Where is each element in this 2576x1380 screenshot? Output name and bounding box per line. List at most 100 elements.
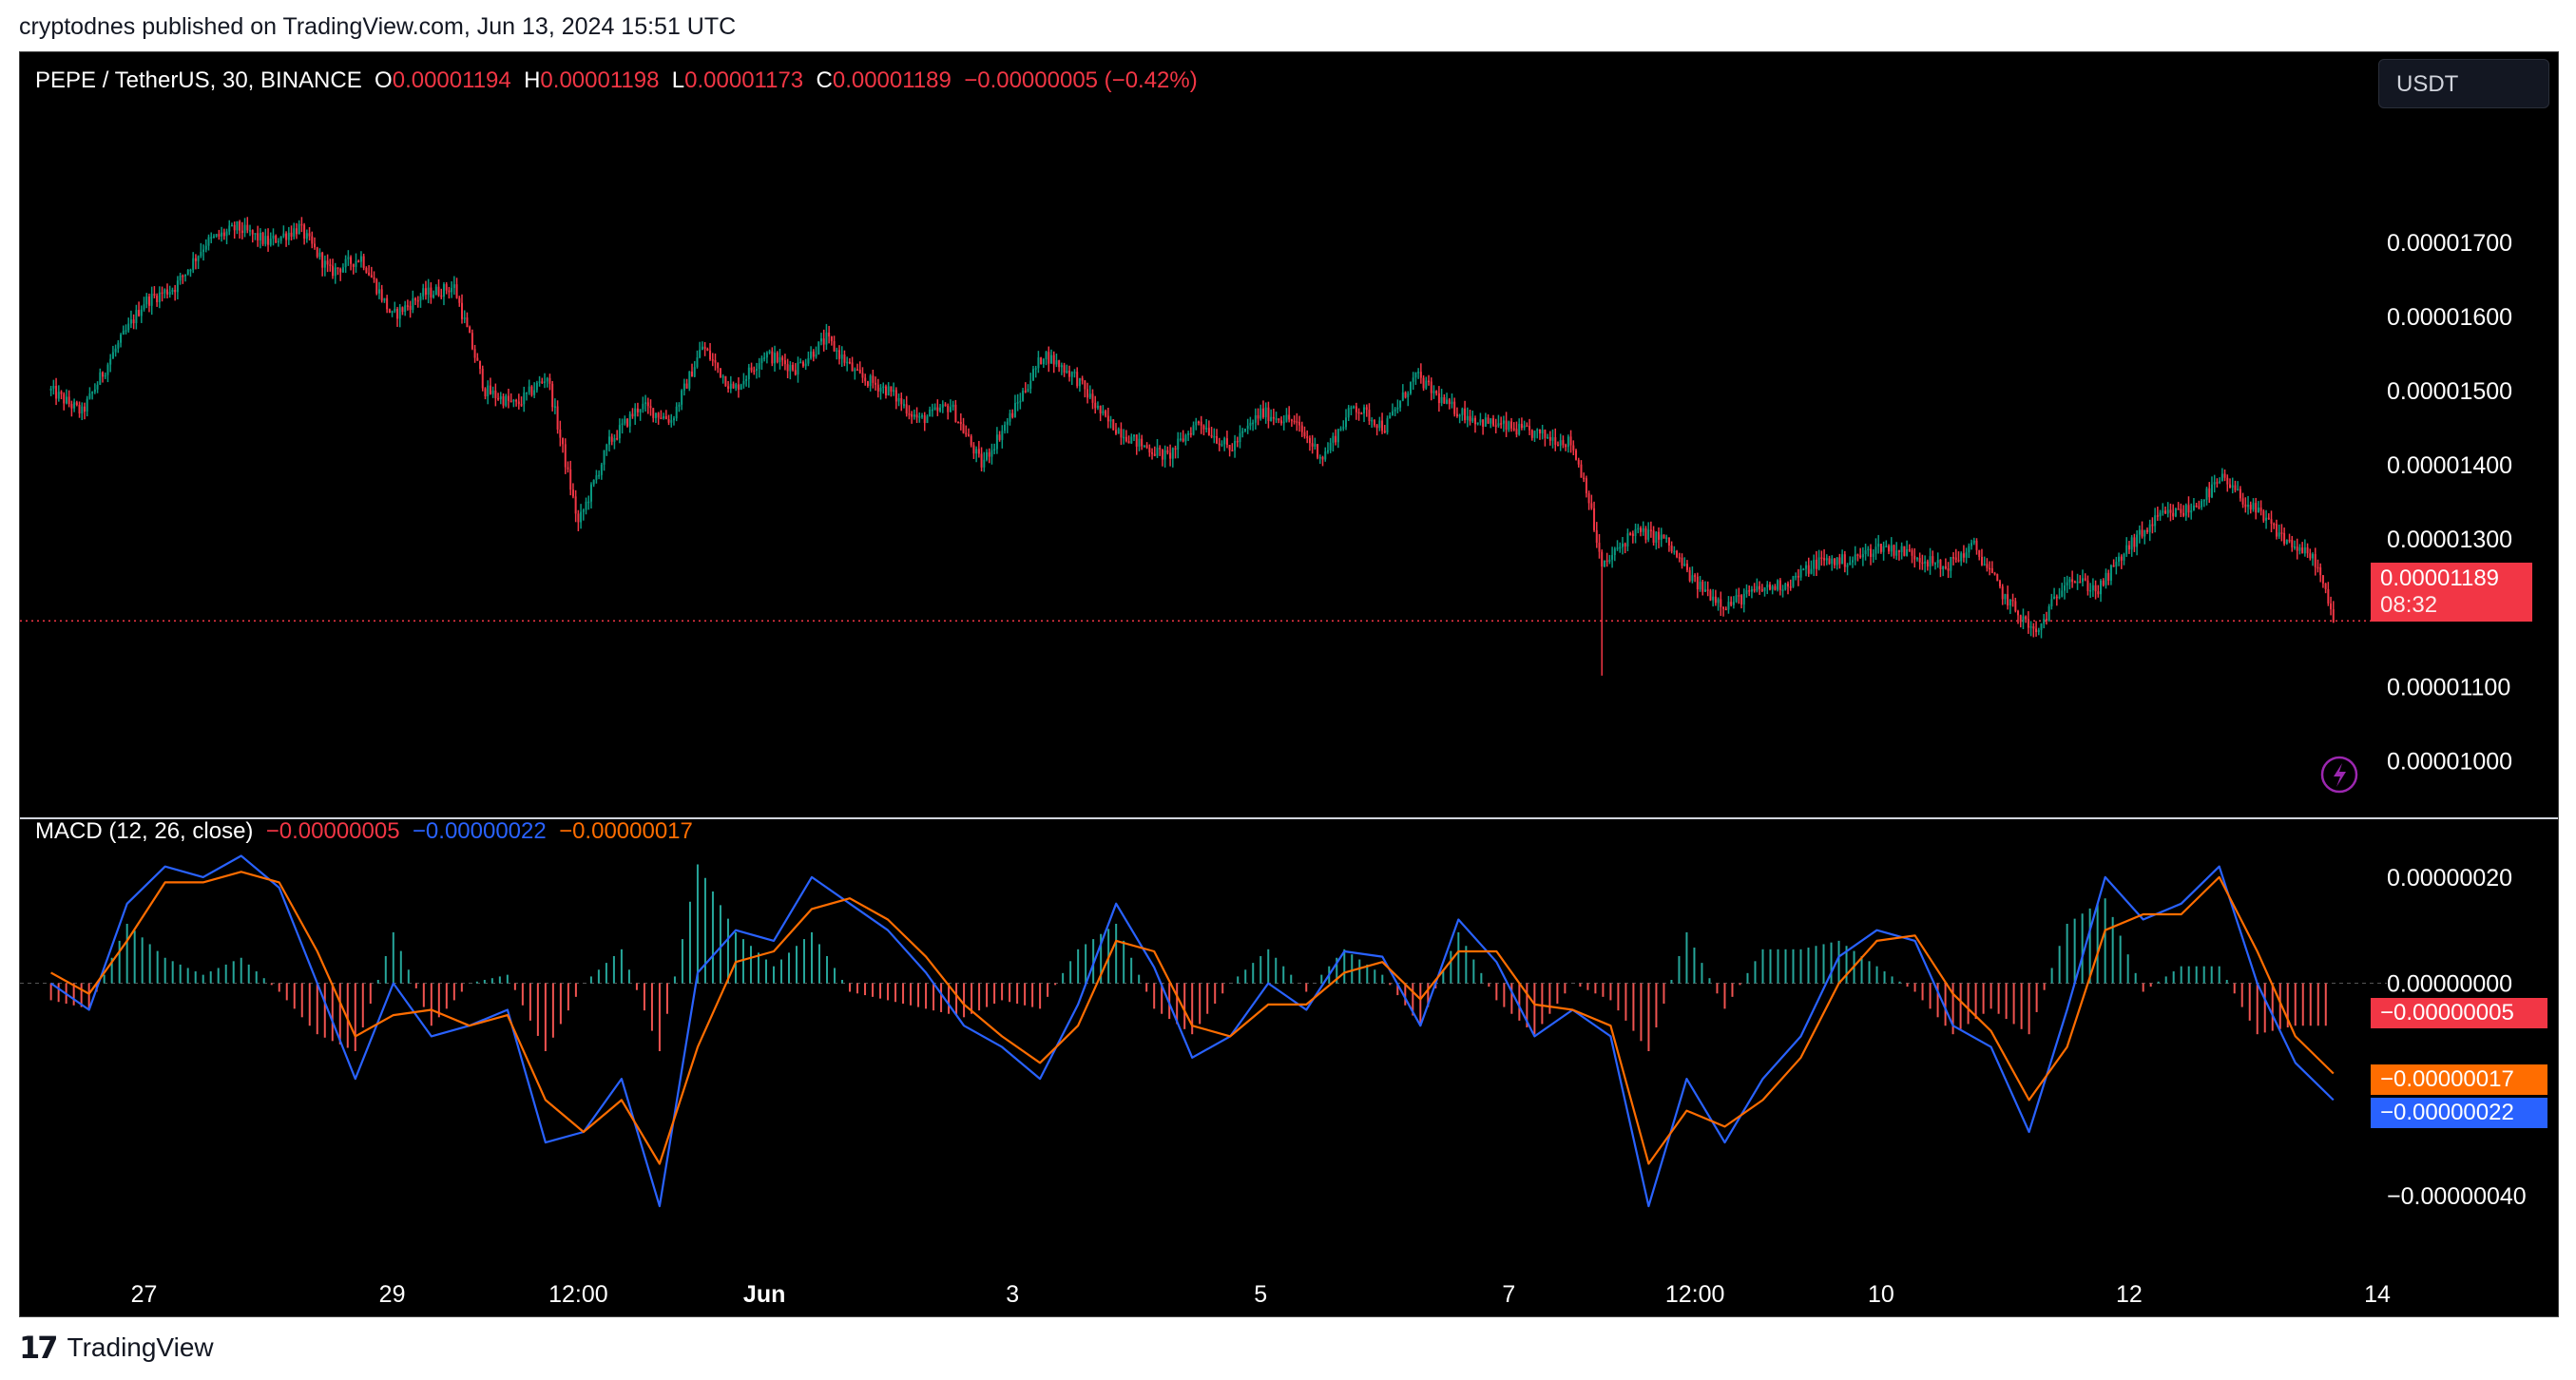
candle-body (1216, 435, 1219, 444)
candle-body (2097, 591, 2100, 595)
candle-body (479, 360, 482, 370)
candle-body (311, 236, 314, 244)
candle-body (1701, 581, 1704, 592)
close-label: C (816, 67, 833, 93)
candle-body (1906, 548, 1909, 556)
candle-body (911, 413, 913, 417)
candle-body (1605, 560, 1608, 563)
candle-body (1386, 418, 1389, 433)
candle-body (1676, 550, 1679, 558)
candle-body (840, 354, 843, 359)
candle-body (1259, 408, 1262, 419)
candle-body (1135, 434, 1138, 447)
candle-body (122, 331, 125, 335)
low-label: L (671, 67, 685, 93)
tradingview-logo[interactable]: 17 TradingView (19, 1329, 214, 1367)
candle-body (947, 405, 950, 412)
lightning-icon[interactable] (2320, 756, 2358, 794)
candle-body (2130, 537, 2133, 550)
time-axis-tick: 3 (1006, 1281, 1019, 1308)
candle-body (339, 268, 342, 273)
candle-body (163, 289, 166, 294)
candle-body (810, 351, 813, 358)
candle-body (1714, 596, 1717, 604)
candle-body (2014, 601, 2017, 611)
candle-body (1428, 380, 1431, 383)
candle-body (1027, 389, 1029, 392)
candle-body (2314, 554, 2316, 567)
chart-canvas[interactable]: 0.00001700 0.00001600 0.00001500 0.00001400… (20, 52, 2558, 1316)
candle-body (1419, 372, 1422, 378)
candle-body (1306, 436, 1309, 438)
candle-body (2082, 578, 2084, 583)
time-axis-tick: 14 (2364, 1281, 2391, 1308)
candle-body (1828, 558, 1831, 565)
candle-body (1817, 557, 1820, 569)
candle-body (494, 390, 497, 398)
candle-body (2280, 532, 2283, 534)
candle-body (1781, 589, 1784, 591)
candle-body (197, 256, 200, 261)
chart-frame[interactable]: 0.00001700 0.00001600 0.00001500 0.00001400… (19, 51, 2559, 1317)
candle-body (386, 297, 389, 310)
price-axis-tick: 0.00001500 (2387, 378, 2512, 405)
candle-body (1324, 451, 1327, 460)
candle-body (2213, 482, 2216, 485)
candle-body (1446, 399, 1449, 404)
candle-body (383, 297, 386, 301)
candle-body (1583, 477, 1586, 480)
candle-body (703, 346, 706, 349)
candle-body (1849, 562, 1852, 565)
currency-button[interactable]: USDT (2378, 59, 2549, 108)
candle-body (1554, 437, 1557, 445)
candle-body (654, 412, 657, 418)
candle-body (819, 338, 822, 342)
candle-body (489, 385, 491, 394)
candle-body (1727, 602, 1730, 610)
candle-body (2195, 505, 2198, 508)
candle-body (691, 371, 694, 377)
candle-body (1756, 585, 1759, 591)
candle-body (1980, 556, 1983, 565)
candle-body (396, 309, 399, 319)
candle-body (577, 513, 580, 523)
candle-body (2219, 481, 2221, 483)
candle-body (2133, 537, 2136, 547)
candle-body (2109, 565, 2112, 581)
candle-body (1159, 448, 1162, 450)
candle-body (2009, 599, 2011, 606)
candle-body (515, 399, 518, 402)
candle-body (228, 225, 231, 232)
candle-body (1070, 372, 1073, 377)
candle-body (732, 383, 735, 389)
candle-body (1458, 414, 1461, 417)
candle-body (696, 357, 699, 368)
candle-body (147, 296, 150, 306)
candle-body (1081, 377, 1084, 381)
candle-body (1833, 558, 1836, 565)
candle-body (1548, 436, 1551, 441)
price-axis-tick: 0.00001600 (2387, 304, 2512, 331)
candle-body (1060, 365, 1063, 368)
candle-body (745, 378, 748, 381)
candle-body (926, 416, 929, 424)
candle-body (893, 390, 895, 393)
candle-body (1055, 360, 1058, 365)
candle-body (308, 233, 311, 237)
candle-body (2332, 609, 2335, 623)
candle-body (2169, 509, 2172, 513)
candle-body (1130, 436, 1133, 444)
candle-body (1177, 438, 1180, 450)
candle-body (427, 287, 430, 296)
price-axis-tick: 0.00001400 (2387, 452, 2512, 479)
candle-body (1378, 420, 1381, 429)
candle-body (954, 404, 957, 422)
candle-body (463, 317, 466, 319)
candle-body (664, 415, 667, 419)
candle-body (2270, 519, 2273, 524)
candle-body (1950, 557, 1952, 571)
candle-body (1430, 381, 1432, 393)
candle-body (1239, 432, 1241, 443)
candle-body (109, 358, 112, 365)
candle-body (362, 256, 365, 268)
